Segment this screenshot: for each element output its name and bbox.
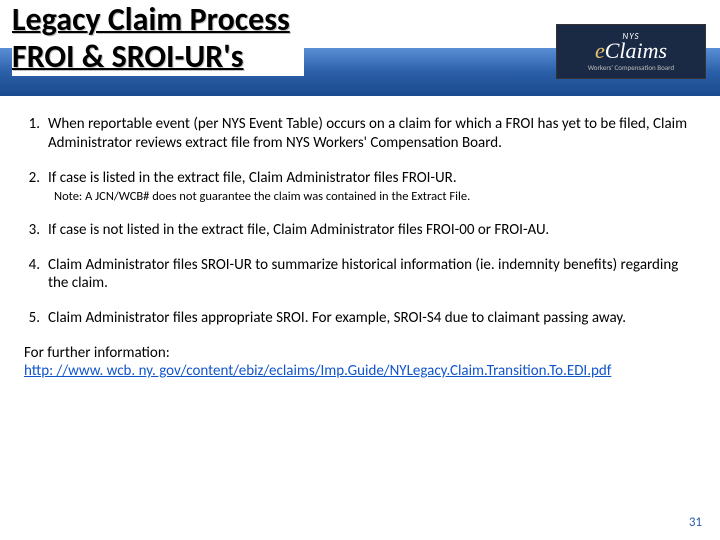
title-line-2: FROI & SROI-UR's (12, 39, 290, 76)
item-note: Note: A JCN/WCB# does not guarantee the … (54, 189, 696, 205)
item-text: Claim Administrator files appropriate SR… (48, 309, 696, 328)
list-item: 2. If case is listed in the extract file… (24, 169, 696, 205)
footer-info: For further information: http: //www. wc… (0, 344, 720, 382)
reference-link[interactable]: http: //www. wcb. ny. gov/content/ebiz/e… (24, 362, 696, 382)
item-number: 5. (24, 309, 48, 328)
slide-header: Legacy Claim Process FROI & SROI-UR's NY… (0, 0, 720, 105)
item-number: 4. (24, 256, 48, 294)
title-line-1: Legacy Claim Process (12, 2, 290, 39)
content-list: 1. When reportable event (per NYS Event … (0, 105, 720, 328)
title-block: Legacy Claim Process FROI & SROI-UR's (12, 2, 304, 76)
logo-main-text: eClaims (595, 40, 667, 62)
item-text: Claim Administrator files SROI-UR to sum… (48, 256, 696, 294)
item-text: If case is not listed in the extract fil… (48, 221, 696, 240)
list-item: 5. Claim Administrator files appropriate… (24, 309, 696, 328)
list-item: 4. Claim Administrator files SROI-UR to … (24, 256, 696, 294)
footer-label: For further information: (24, 344, 696, 362)
item-number: 1. (24, 115, 48, 153)
item-text: When reportable event (per NYS Event Tab… (48, 115, 696, 153)
list-item: 3. If case is not listed in the extract … (24, 221, 696, 240)
logo-sub-text: Workers' Compensation Board (588, 63, 674, 72)
page-number: 31 (689, 515, 702, 530)
item-number: 3. (24, 221, 48, 240)
item-number: 2. (24, 169, 48, 205)
eclaims-logo: NYS eClaims Workers' Compensation Board (556, 24, 706, 79)
item-text: If case is listed in the extract file, C… (48, 169, 696, 205)
list-item: 1. When reportable event (per NYS Event … (24, 115, 696, 153)
